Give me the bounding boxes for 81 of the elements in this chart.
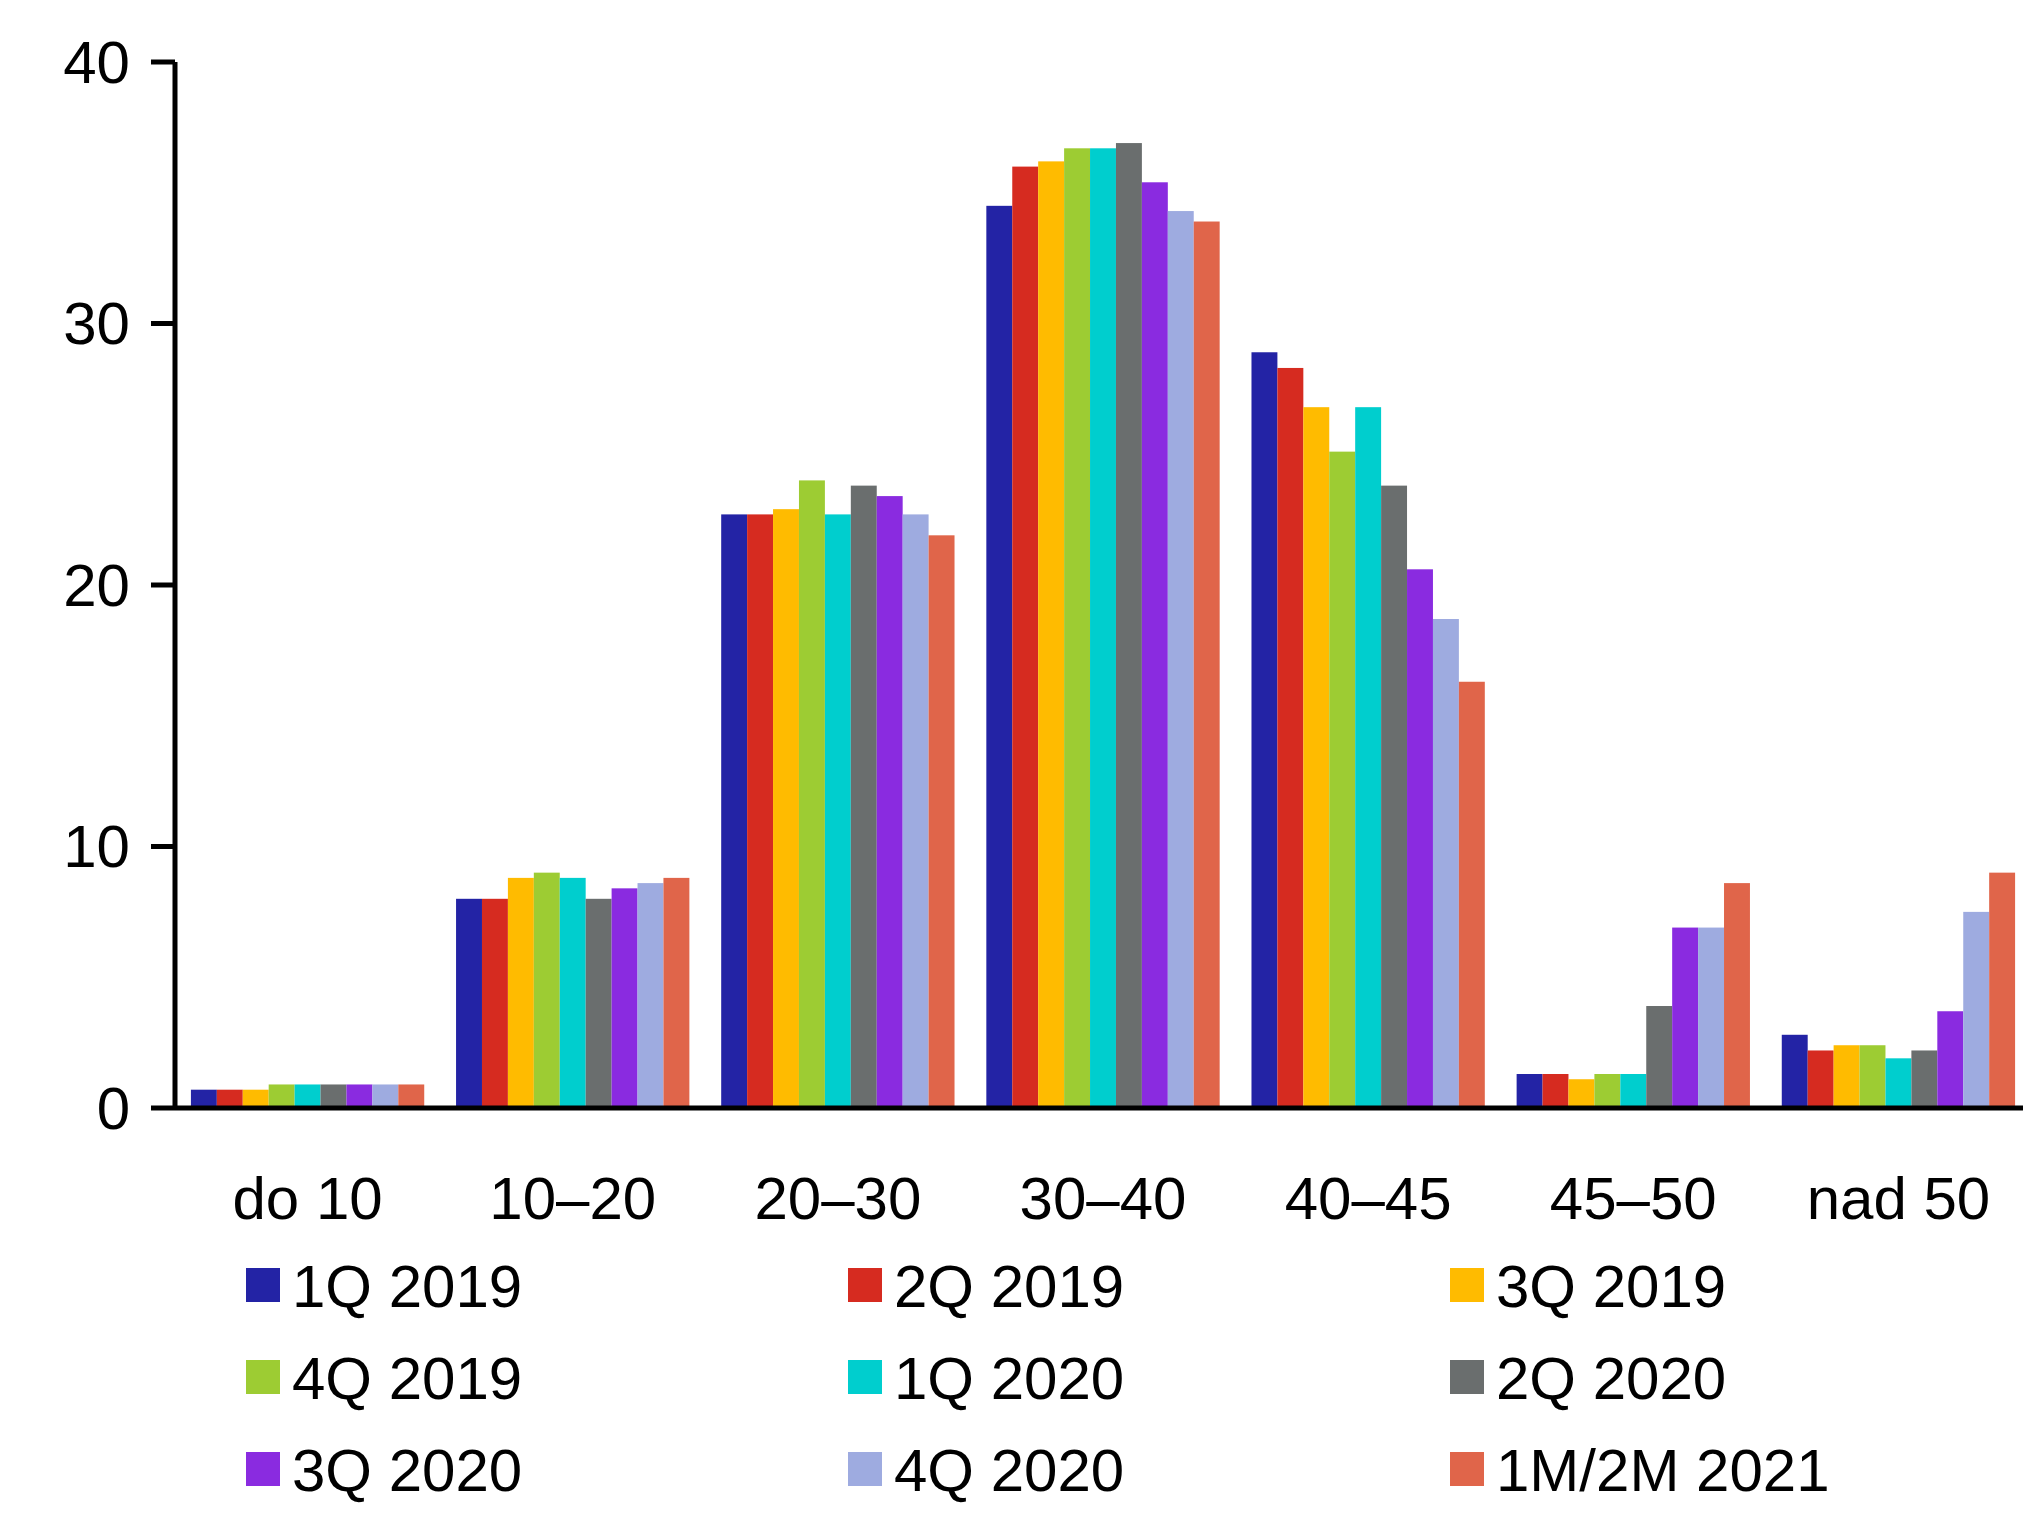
bar bbox=[1167, 211, 1194, 1108]
bar bbox=[320, 1084, 347, 1108]
bar bbox=[1937, 1011, 1964, 1108]
bar bbox=[1646, 1006, 1673, 1108]
bar bbox=[1193, 221, 1220, 1108]
bar bbox=[268, 1084, 295, 1108]
bar bbox=[986, 205, 1013, 1108]
bar bbox=[507, 877, 534, 1108]
legend-label: 3Q 2019 bbox=[1496, 1252, 1727, 1320]
bar bbox=[1329, 451, 1356, 1108]
bar bbox=[1432, 619, 1459, 1108]
legend-label: 1M/2M 2021 bbox=[1496, 1436, 1830, 1504]
bar bbox=[1141, 182, 1168, 1108]
bar bbox=[1594, 1074, 1621, 1108]
bar bbox=[1781, 1034, 1808, 1108]
bar bbox=[372, 1084, 399, 1108]
bar bbox=[1724, 883, 1750, 1108]
bar bbox=[585, 898, 612, 1108]
bar bbox=[559, 877, 586, 1108]
bar bbox=[1885, 1058, 1912, 1108]
bar bbox=[1963, 911, 1990, 1108]
bar bbox=[824, 514, 851, 1108]
bar bbox=[928, 535, 955, 1108]
bar bbox=[1542, 1074, 1569, 1108]
bar bbox=[1303, 407, 1330, 1108]
bar bbox=[1859, 1045, 1886, 1108]
bar bbox=[1251, 352, 1278, 1108]
bar bbox=[481, 898, 508, 1108]
bar bbox=[1516, 1074, 1543, 1108]
y-tick-label: 20 bbox=[63, 551, 130, 619]
x-tick-label: 10–20 bbox=[489, 1164, 657, 1232]
x-tick-label: do 10 bbox=[232, 1164, 383, 1232]
bar bbox=[611, 888, 638, 1108]
bar bbox=[1038, 161, 1065, 1108]
y-tick-label: 0 bbox=[96, 1074, 130, 1142]
y-tick-label: 10 bbox=[63, 813, 130, 880]
bar bbox=[1911, 1050, 1938, 1108]
bar bbox=[1698, 927, 1725, 1108]
bar bbox=[1568, 1079, 1595, 1108]
x-tick-label: 40–45 bbox=[1284, 1164, 1452, 1232]
y-tick-label: 30 bbox=[63, 290, 130, 357]
legend-label: 2Q 2020 bbox=[1496, 1344, 1727, 1412]
bar bbox=[1458, 681, 1485, 1108]
y-tick-label: 40 bbox=[63, 28, 130, 96]
bar bbox=[798, 480, 825, 1108]
legend-label: 4Q 2019 bbox=[292, 1344, 523, 1412]
bar bbox=[1672, 927, 1699, 1108]
bar bbox=[1381, 485, 1408, 1108]
bar bbox=[1090, 148, 1116, 1108]
bar bbox=[294, 1084, 321, 1108]
bar bbox=[1620, 1074, 1647, 1108]
bar bbox=[1833, 1045, 1860, 1108]
x-tick-label: 20–30 bbox=[754, 1164, 922, 1232]
bar bbox=[456, 898, 482, 1108]
bar bbox=[1115, 143, 1142, 1108]
bar bbox=[721, 514, 748, 1108]
legend-label: 1Q 2019 bbox=[292, 1252, 523, 1320]
bar bbox=[1277, 367, 1304, 1108]
bar bbox=[850, 485, 877, 1108]
legend-label: 2Q 2019 bbox=[894, 1252, 1125, 1320]
bar bbox=[346, 1084, 373, 1108]
bar bbox=[773, 509, 799, 1108]
bar bbox=[902, 514, 929, 1108]
bar bbox=[663, 877, 690, 1108]
bar bbox=[637, 883, 664, 1108]
legend-label: 3Q 2020 bbox=[292, 1436, 523, 1504]
legend-label: 1Q 2020 bbox=[894, 1344, 1125, 1412]
x-tick-label: 45–50 bbox=[1549, 1164, 1717, 1232]
legend-label: 4Q 2020 bbox=[894, 1436, 1125, 1504]
x-tick-label: 30–40 bbox=[1019, 1164, 1187, 1232]
bar bbox=[747, 514, 774, 1108]
bar bbox=[533, 872, 560, 1108]
bar bbox=[1064, 148, 1091, 1108]
bar bbox=[1355, 407, 1382, 1108]
bar bbox=[876, 496, 903, 1108]
x-tick-label: nad 50 bbox=[1806, 1164, 1991, 1232]
bar bbox=[1989, 872, 2016, 1108]
bar bbox=[1012, 166, 1039, 1108]
bar bbox=[1407, 569, 1433, 1108]
bar bbox=[1807, 1050, 1834, 1108]
bar bbox=[398, 1084, 425, 1108]
